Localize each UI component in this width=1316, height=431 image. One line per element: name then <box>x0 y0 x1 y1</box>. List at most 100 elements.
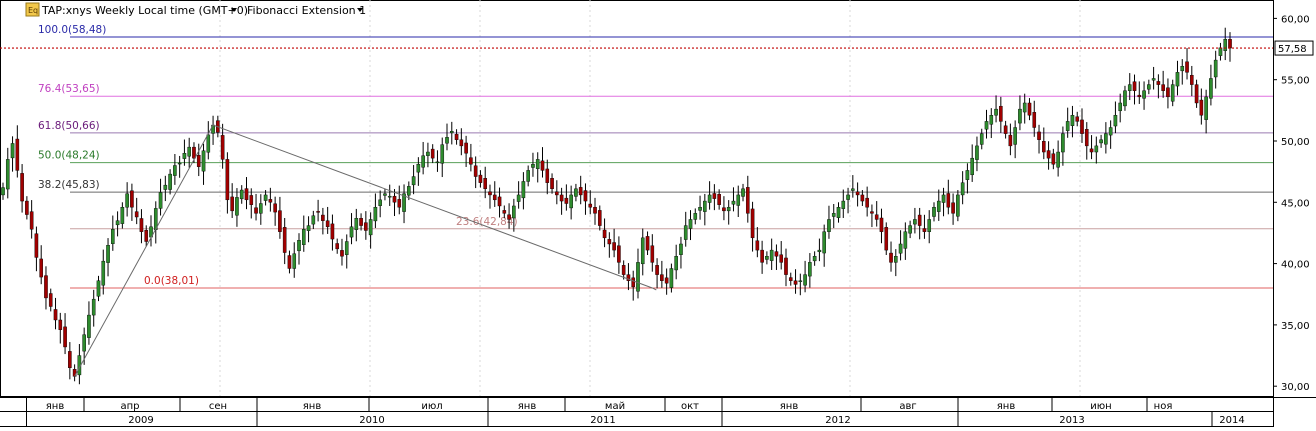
candle-up <box>827 219 831 232</box>
price-tick-label: 50,00 <box>1281 137 1310 148</box>
symbol-label[interactable]: TAP:xnys Weekly Local time (GMT+0) <box>41 4 248 17</box>
candle-down <box>430 148 435 159</box>
candle-down <box>249 195 254 205</box>
candle-down <box>220 135 225 160</box>
candle-up <box>965 170 970 180</box>
indicator-dropdown-icon[interactable] <box>357 8 363 12</box>
candle-up <box>344 241 349 255</box>
candle-up <box>707 194 712 203</box>
candle-up <box>1209 78 1213 99</box>
candle-down <box>889 252 893 263</box>
candle-down <box>20 173 24 202</box>
candle-up <box>301 229 306 245</box>
candle-down <box>483 178 488 190</box>
candle-up <box>235 197 239 216</box>
month-label: май <box>605 401 625 412</box>
candle-up <box>1061 133 1065 153</box>
candle-down <box>459 139 464 147</box>
candle-up <box>206 134 211 153</box>
year-label: 2012 <box>825 415 850 426</box>
month-label: янв <box>780 401 799 412</box>
candle-down <box>564 197 569 204</box>
candle-up <box>674 256 678 271</box>
candle-down <box>144 230 149 242</box>
candle-up <box>574 188 578 197</box>
candle-up <box>932 206 936 217</box>
price-tick-label: 35,00 <box>1281 321 1310 332</box>
candle-up <box>726 206 731 212</box>
candle-down <box>287 255 292 269</box>
eq-icon-label: Eq <box>28 6 38 15</box>
candle-up <box>263 194 268 201</box>
candle-up <box>846 194 850 200</box>
year-label: 2010 <box>359 415 384 426</box>
year-label: 2013 <box>1059 415 1084 426</box>
candle-up <box>421 155 425 168</box>
candle-down <box>1027 102 1032 116</box>
candle-up <box>96 280 101 297</box>
fib-level-label: 61.8(50,66) <box>38 120 100 132</box>
candle-down <box>1199 99 1204 116</box>
candle-up <box>679 243 683 255</box>
candle-up <box>1104 133 1108 145</box>
candle-up <box>927 219 932 232</box>
candle-up <box>120 206 125 224</box>
candle-up <box>1108 127 1113 136</box>
symbol-dropdown-icon[interactable] <box>231 8 237 12</box>
candle-down <box>722 207 726 212</box>
candle-up <box>822 231 826 254</box>
candle-up <box>698 206 702 211</box>
candle-down <box>1080 119 1084 134</box>
eq-icon[interactable] <box>25 2 40 17</box>
year-label: 2014 <box>1219 415 1244 426</box>
candle-up <box>1013 127 1017 145</box>
candle-up <box>445 137 449 144</box>
candle-up <box>526 170 530 182</box>
candle-down <box>588 203 593 208</box>
candle-down <box>631 277 636 288</box>
candle-down <box>884 227 889 251</box>
candle-down <box>34 233 39 258</box>
candle-down <box>196 155 201 167</box>
current-price-tag <box>1274 40 1314 56</box>
candle-down <box>774 251 779 257</box>
candle-down <box>602 229 607 239</box>
candle-down <box>282 227 287 253</box>
candle-up <box>349 226 354 238</box>
candle-down <box>478 174 483 183</box>
candle-down <box>192 146 196 159</box>
candle-down <box>1042 141 1046 153</box>
candle-down <box>39 258 43 278</box>
price-tick-label: 60,00 <box>1281 14 1310 25</box>
indicator-label[interactable]: Fibonacci Extension 1 <box>247 4 366 17</box>
candle-up <box>936 200 941 212</box>
candle-up <box>416 164 421 173</box>
chart-header: Eq TAP:xnys Weekly Local time (GMT+0) Fi… <box>25 2 366 17</box>
month-label: июл <box>421 401 442 412</box>
candle-down <box>392 195 397 203</box>
candle-up <box>516 194 521 202</box>
candle-down <box>779 254 784 263</box>
candle-up <box>841 200 846 209</box>
candle-down <box>583 190 588 202</box>
candle-down <box>473 165 478 177</box>
candle-down <box>784 257 788 275</box>
candle-down <box>612 242 616 251</box>
candle-up <box>1113 115 1118 127</box>
candle-down <box>999 105 1003 122</box>
candle-up <box>10 143 15 159</box>
candle-up <box>808 262 812 277</box>
candle-up <box>1123 90 1127 107</box>
candle-down <box>617 245 621 263</box>
candle-down <box>464 142 468 154</box>
candle-up <box>1065 121 1070 131</box>
candle-up <box>1204 96 1208 120</box>
candle-down <box>502 210 507 214</box>
candle-up <box>956 194 960 217</box>
candle-up <box>836 206 841 218</box>
candle-down <box>325 220 330 228</box>
candle-down <box>607 239 612 245</box>
